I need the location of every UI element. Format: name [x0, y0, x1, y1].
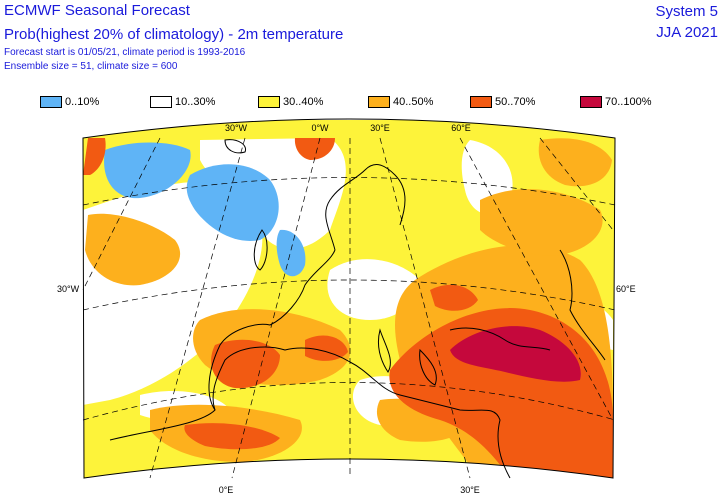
field-blue: [186, 164, 279, 241]
system-label: System 5: [655, 3, 718, 20]
field-darkred: [450, 326, 581, 382]
legend-label: 50..70%: [495, 96, 536, 108]
graticule-line: [82, 137, 161, 291]
graticule-line: [379, 137, 471, 479]
forecast-map: 30°W 0°W 30°E 60°E 30°W 60°E 0°E 30°E: [57, 118, 636, 495]
field-redorange: [83, 138, 106, 175]
coastline-iceland: [224, 139, 247, 154]
legend-swatch: [150, 96, 172, 108]
forecast-info: Forecast start is 01/05/21, climate peri…: [4, 47, 246, 58]
coastline-scandinavia: [325, 164, 406, 251]
field-blue: [104, 142, 191, 199]
graticule-line: [82, 382, 616, 421]
label-bottom-0e: 0°E: [219, 485, 234, 495]
legend-item: 10..30%: [150, 94, 215, 110]
legend: 0..10% 10..30% 30..40% 40..50% 50..70% 7…: [40, 94, 700, 110]
coastline-greece: [419, 348, 437, 386]
legend-item: 30..40%: [258, 94, 323, 110]
field-redorange: [430, 284, 478, 311]
field-redorange: [211, 339, 280, 389]
field-orange: [85, 213, 181, 286]
field-redorange: [294, 138, 335, 160]
legend-item: 0..10%: [40, 94, 99, 110]
label-top-0w: 0°W: [311, 123, 329, 133]
legend-label: 30..40%: [283, 96, 324, 108]
graticule-line: [82, 177, 616, 206]
graticule-line: [459, 137, 614, 421]
field-blue: [276, 229, 306, 277]
map-border: [82, 118, 616, 479]
graticule-line: [231, 137, 321, 479]
legend-label: 0..10%: [65, 96, 100, 108]
coastline-caspian: [559, 249, 606, 361]
coastlines: [109, 139, 606, 479]
coastline-italy: [377, 328, 391, 373]
season-label: JJA 2021: [656, 24, 718, 41]
field-orange: [480, 189, 603, 256]
field-white: [327, 259, 420, 320]
label-right-60e: 60°E: [616, 284, 636, 294]
legend-item: 40..50%: [368, 94, 433, 110]
field-orange: [538, 138, 612, 187]
coastline-iberia-france: [208, 249, 336, 411]
legend-swatch: [470, 96, 492, 108]
label-top-30e: 30°E: [370, 123, 390, 133]
graticule: [82, 137, 616, 479]
map-title: ECMWF Seasonal Forecast: [4, 2, 190, 19]
field-redorange: [184, 423, 280, 450]
legend-label: 10..30%: [175, 96, 216, 108]
legend-swatch: [580, 96, 602, 108]
graticule-line: [149, 137, 246, 479]
coastline-britain: [253, 229, 268, 271]
legend-label: 70..100%: [605, 96, 652, 108]
graticule-line: [82, 279, 616, 311]
label-top-60e: 60°E: [451, 123, 471, 133]
legend-swatch: [40, 96, 62, 108]
field-redorange: [305, 335, 348, 361]
label-bottom-30e: 30°E: [460, 485, 480, 495]
label-left-30w: 30°W: [57, 284, 80, 294]
legend-swatch: [258, 96, 280, 108]
coastline-blacksea: [449, 327, 551, 351]
probability-field: [83, 120, 615, 478]
legend-item: 50..70%: [470, 94, 535, 110]
ensemble-info: Ensemble size = 51, climate size = 600: [4, 61, 178, 72]
legend-item: 70..100%: [580, 94, 651, 110]
legend-label: 40..50%: [393, 96, 434, 108]
map-subtitle: Prob(highest 20% of climatology) - 2m te…: [4, 26, 344, 43]
legend-swatch: [368, 96, 390, 108]
label-top-30w: 30°W: [225, 123, 248, 133]
